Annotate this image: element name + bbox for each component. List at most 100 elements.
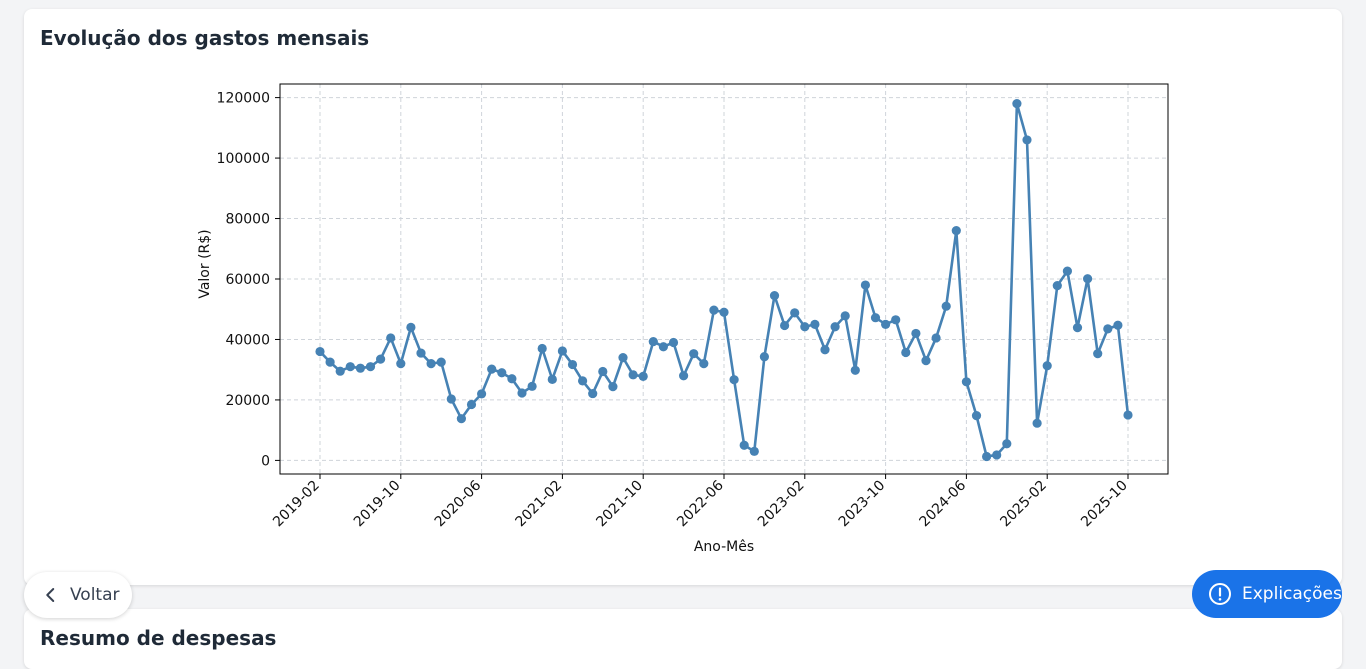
x-tick-label: 2025-10 [1078,478,1131,531]
data-point [376,354,386,364]
data-point [355,363,365,373]
data-point [891,315,901,325]
data-point [1052,281,1062,291]
data-point [1012,99,1022,109]
data-point [992,450,1002,460]
data-point [921,356,931,366]
data-point [790,308,800,318]
data-point [396,359,406,369]
data-point [810,319,820,329]
data-point [699,359,709,369]
explanations-button-label: Explicações [1242,584,1342,604]
data-point [769,291,780,301]
data-point [901,347,911,358]
y-tick-label: 40000 [225,332,270,348]
data-point [820,345,830,355]
data-point [648,336,658,347]
back-button[interactable]: Voltar [24,572,132,618]
data-point [668,337,679,348]
data-point [870,313,881,323]
data-point [1042,361,1052,371]
data-point [477,389,487,399]
data-point [638,371,648,381]
summary-title: Resumo de despesas [40,626,277,650]
x-tick-label: 2022-06 [674,477,727,530]
x-tick-label: 2021-02 [513,478,566,531]
data-point [830,322,840,332]
x-tick-label: 2019-02 [270,478,323,531]
data-point [729,375,739,385]
data-point [325,357,335,367]
data-point [1103,324,1113,334]
y-tick-label: 20000 [225,393,270,409]
x-tick-label: 2025-02 [997,478,1050,531]
data-point [1123,410,1133,420]
data-point [547,374,557,384]
data-point [951,226,961,236]
data-point [1022,135,1032,145]
data-point [315,346,325,357]
data-point [1062,266,1072,276]
data-point [446,394,456,404]
data-point [971,411,982,421]
data-point [658,342,669,352]
data-point [911,328,921,339]
x-tick-label: 2021-10 [593,478,646,531]
data-point [780,320,790,331]
data-point [517,388,527,398]
data-point [1032,418,1042,428]
data-point [1113,320,1123,330]
data-point [961,377,972,387]
x-tick-label: 2024-06 [917,477,970,530]
data-point [578,376,588,386]
data-point [800,322,810,332]
data-point [588,388,598,399]
data-point [1083,274,1093,284]
data-point [840,311,850,321]
data-point [749,446,759,456]
data-point [365,362,376,372]
x-axis-label: Ano-Mês [694,539,754,555]
data-point [931,333,941,343]
data-point [709,305,719,315]
x-tick-label: 2023-02 [755,478,808,531]
x-tick-label: 2019-10 [351,478,404,531]
data-point [497,368,507,378]
data-point [850,365,860,375]
monthly-expenses-chart: 0 20000 40000 60000 80000 100000 120000 2019-02… [197,83,1169,555]
data-point [941,301,951,311]
x-tick-label: 2023-10 [836,478,889,531]
explanations-button[interactable]: Explicações [1192,570,1342,618]
data-point [860,280,871,290]
alert-circle-icon [1209,583,1231,605]
data-point [881,319,891,329]
x-tick-label: 2020-06 [432,477,485,530]
y-tick-label: 100000 [217,151,270,167]
data-point [679,371,689,381]
data-point [436,357,446,367]
y-tick-label: 80000 [225,212,270,228]
data-point [982,451,992,462]
summary-card: Resumo de despesas [24,609,1342,669]
chart-card: Evolução dos gastos mensais 0 20000 40000 6… [24,9,1342,585]
data-point [345,362,355,372]
data-point [608,382,618,392]
data-point [416,348,426,358]
data-point [406,322,416,332]
y-tick-label: 60000 [225,272,270,288]
back-button-label: Voltar [70,585,120,605]
data-point [456,414,466,424]
data-point [487,364,497,374]
data-point [507,374,517,384]
data-point [628,370,638,380]
data-point [1072,323,1083,333]
data-point [426,359,436,369]
chevron-left-icon [46,588,55,602]
data-point [739,440,749,450]
y-tick-label: 120000 [217,91,270,107]
data-point [759,352,770,362]
y-tick-label: 0 [261,453,270,469]
data-point [567,359,578,370]
data-point [689,349,699,359]
card-title: Evolução dos gastos mensais [40,26,370,50]
